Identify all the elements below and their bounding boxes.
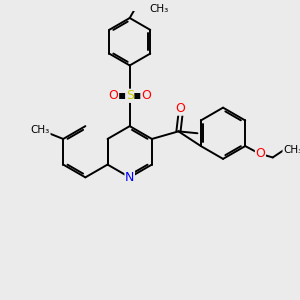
Text: O: O (256, 147, 265, 160)
Text: O: O (109, 89, 118, 102)
Text: O: O (176, 102, 185, 115)
Text: CH₃: CH₃ (283, 145, 300, 155)
Text: N: N (125, 171, 134, 184)
Text: CH₃: CH₃ (149, 4, 169, 14)
Text: O: O (141, 89, 151, 102)
Text: S: S (126, 89, 134, 102)
Text: CH₃: CH₃ (31, 125, 50, 135)
